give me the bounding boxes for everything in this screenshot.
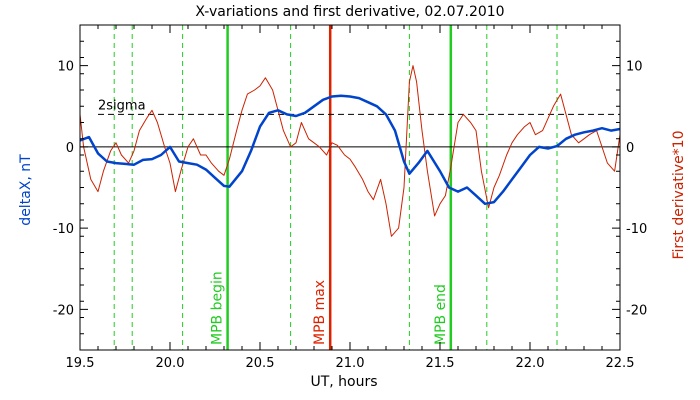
series-line-derivative [79, 65, 621, 237]
y-tick-label-left: 10 [57, 60, 74, 75]
event-label: MPB begin [210, 271, 226, 345]
event-label: MPB max [312, 280, 328, 345]
plot-frame [79, 24, 621, 351]
y-tick-label-right: 0 [626, 141, 634, 156]
x-axis-label: UT, hours [310, 374, 377, 390]
y-tick-label-right: -20 [626, 303, 647, 318]
x-tick-label: 20.5 [246, 356, 275, 371]
y-tick-label-left: -10 [53, 222, 74, 237]
x-tick-label: 21.0 [336, 356, 365, 371]
y-axis-label-left: deltaX, nT [18, 154, 34, 226]
x-tick-label: 19.5 [66, 356, 95, 371]
chart-title: X-variations and first derivative, 02.07… [195, 4, 504, 20]
series-line-deltax [79, 94, 621, 206]
y-tick-label-left: 0 [66, 141, 74, 156]
x-tick-label: 20.0 [156, 356, 185, 371]
vertical-lines-layer: MPB begin MPB max MPB end [113, 25, 558, 350]
reference-lines-layer: 2sigma [80, 98, 620, 148]
series-layer [79, 65, 621, 237]
x-tick-label: 22.5 [606, 356, 635, 371]
x-tick-label: 22.0 [516, 356, 545, 371]
y-tick-label-right: -10 [626, 222, 647, 237]
event-label: MPB end [433, 284, 449, 345]
y-tick-label-left: -20 [53, 303, 74, 318]
x-tick-label: 21.5 [426, 356, 455, 371]
sigma-label: 2sigma [98, 98, 146, 113]
y-axis-label-right: First derivative*10 [671, 130, 687, 259]
ticks-layer: 19.5 20.0 20.5 21.0 21.5 22.0 22.5 -20 -20 -10 -10… [53, 24, 647, 371]
y-tick-label-right: 10 [626, 60, 643, 75]
